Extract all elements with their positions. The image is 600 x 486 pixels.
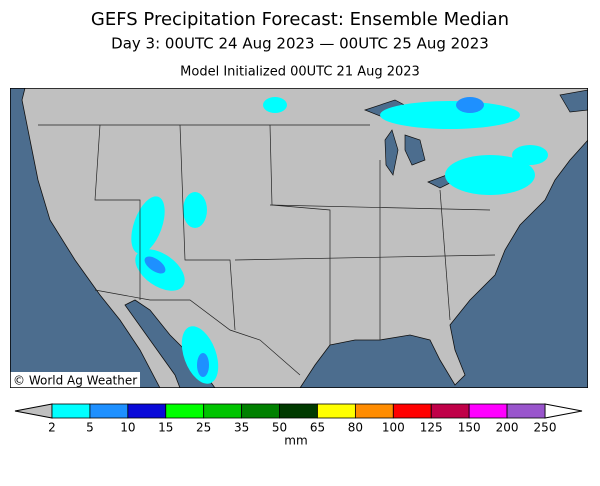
- title: GEFS Precipitation Forecast: Ensemble Me…: [91, 9, 509, 30]
- land: [21, 88, 588, 388]
- colorbar-segment: [506, 403, 546, 419]
- colorbar-segment: [354, 403, 394, 419]
- colorbar-segment: [241, 403, 280, 419]
- colorbar-segment: [317, 403, 356, 419]
- colorbar-tick-label: 50: [272, 421, 287, 435]
- colorbar-tick-label: 5: [86, 421, 94, 435]
- colorbar-tick-label: 250: [534, 421, 557, 435]
- colorbar-under: [14, 403, 53, 419]
- colorbar-segment: [203, 403, 243, 419]
- init-time: Model Initialized 00UTC 21 Aug 2023: [180, 65, 420, 80]
- borders: [38, 124, 496, 376]
- colorbar-unit: mm: [284, 434, 307, 448]
- subtitle: Day 3: 00UTC 24 Aug 2023 — 00UTC 25 Aug …: [111, 35, 489, 53]
- colorbar-segment: [430, 403, 470, 419]
- map: © World Ag Weather: [10, 88, 588, 388]
- colorbar-tick-label: 35: [234, 421, 249, 435]
- colorbar-tick-label: 150: [458, 421, 481, 435]
- colorbar-segment: [392, 403, 432, 419]
- colorbar-tick-label: 10: [120, 421, 135, 435]
- colorbar-segment: [279, 403, 318, 419]
- colorbar: 2 5 10 15 25 35 50 65 80 100 125 150 200 250: [14, 403, 583, 435]
- colorbar-segment: [127, 403, 167, 419]
- colorbar-segment: [89, 403, 129, 419]
- colorbar-segment: [468, 403, 508, 419]
- colorbar-tick-label: 200: [496, 421, 519, 435]
- colorbar-tick-label: 100: [382, 421, 405, 435]
- credit: © World Ag Weather: [13, 374, 137, 388]
- colorbar-tick-label: 125: [420, 421, 443, 435]
- colorbar-tick-label: 2: [48, 421, 56, 435]
- colorbar-segment: [165, 403, 205, 419]
- credit-box: [10, 372, 140, 388]
- colorbar-over: [544, 403, 583, 419]
- precip-areas: [131, 97, 548, 384]
- colorbar-tick-label: 25: [196, 421, 211, 435]
- colorbar-segment: [51, 403, 91, 419]
- colorbar-tick-label: 80: [348, 421, 363, 435]
- colorbar-tick-label: 65: [310, 421, 325, 435]
- colorbar-tick-label: 15: [158, 421, 173, 435]
